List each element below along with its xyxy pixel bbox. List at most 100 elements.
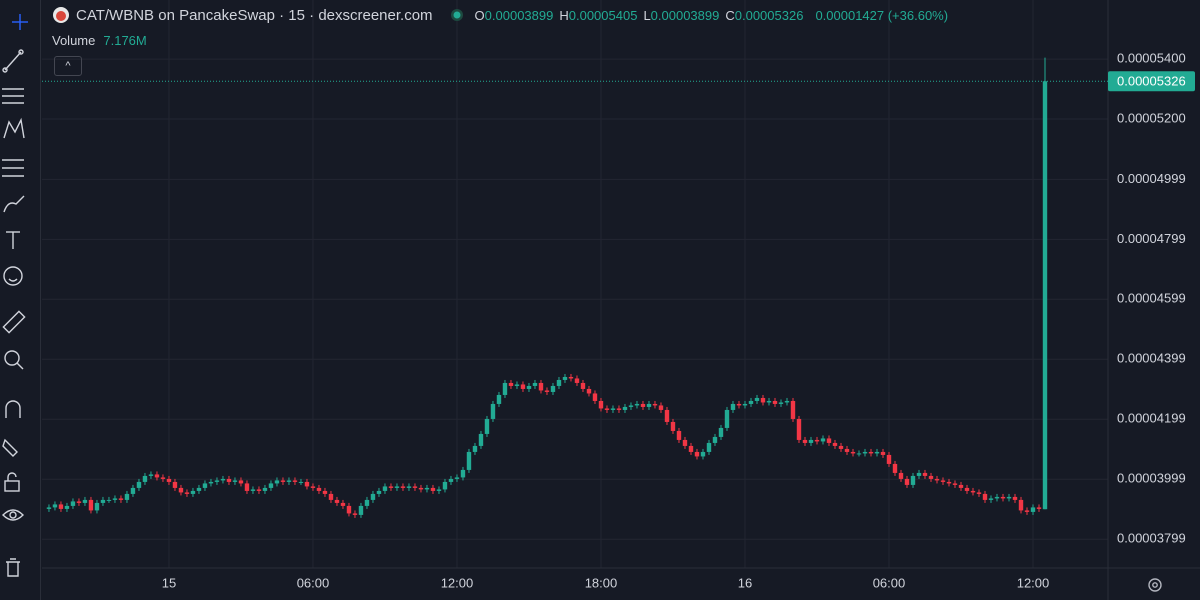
candle-body: [394, 486, 400, 488]
candle-body: [682, 439, 688, 446]
trend-line-tool[interactable]: [2, 49, 24, 73]
candle-body: [400, 486, 406, 488]
candle-body: [742, 403, 748, 406]
toolbar-icons: [2, 14, 28, 577]
candle-body: [136, 481, 142, 488]
y-tick-label: 0.00005200: [1117, 110, 1186, 125]
candle-body: [424, 487, 430, 490]
ohlc-value: 0.00003899: [650, 7, 720, 23]
emoji-tool[interactable]: [3, 266, 23, 286]
candle-body: [94, 502, 100, 511]
x-tick-label: 18:00: [585, 575, 618, 590]
drawing-toolbar: [0, 0, 41, 600]
candle-body: [190, 490, 196, 494]
volume-value: 7.176M: [103, 33, 147, 48]
zoom-tool[interactable]: [4, 350, 24, 370]
candle-body: [388, 486, 394, 488]
fib-tool[interactable]: [2, 88, 24, 104]
y-tick-label: 0.00004999: [1117, 171, 1186, 186]
candle-body: [1042, 81, 1048, 510]
candle-body: [526, 385, 532, 389]
candle-body: [664, 409, 670, 422]
candle-body: [508, 382, 514, 386]
candle-body: [718, 427, 724, 437]
visibility-tool[interactable]: [2, 509, 24, 521]
candle-body: [376, 490, 382, 494]
plot-background: [42, 0, 1108, 568]
gear-icon: [1152, 582, 1158, 588]
candle-body: [658, 405, 664, 410]
x-tick-label: 06:00: [873, 575, 906, 590]
candle-body: [286, 480, 292, 482]
candle-body: [382, 486, 388, 491]
candle-body: [454, 477, 460, 479]
candle-body: [832, 442, 838, 446]
brush-tool[interactable]: [3, 195, 25, 213]
candle-body: [130, 487, 136, 494]
y-tick-label: 0.00003799: [1117, 531, 1186, 546]
candle-body: [904, 478, 910, 485]
candle-body: [52, 504, 58, 508]
candle-body: [196, 487, 202, 491]
candle-body: [1000, 496, 1006, 499]
candle-body: [814, 439, 820, 442]
x-tick-label: 15: [162, 575, 176, 590]
candle-body: [544, 390, 550, 392]
candle-body: [844, 448, 850, 452]
collapse-legend-button[interactable]: ^: [54, 56, 82, 76]
axis-settings-button[interactable]: [1148, 578, 1162, 592]
candle-body: [694, 451, 700, 457]
candle-body: [790, 400, 796, 419]
pattern-tool[interactable]: [3, 117, 25, 139]
candle-body: [580, 382, 586, 389]
price-change: 0.00001427 (+36.60%): [815, 7, 949, 23]
candle-body: [670, 421, 676, 431]
candle-body: [238, 480, 244, 484]
candle-body: [880, 451, 886, 455]
projection-tool[interactable]: [2, 159, 24, 177]
measure-tool[interactable]: [2, 310, 26, 334]
candle-body: [646, 403, 652, 407]
candle-body: [148, 474, 154, 476]
candle-body: [280, 480, 286, 482]
symbol-header: CAT/WBNB on PancakeSwap · 15 · dexscreen…: [52, 6, 954, 24]
candle-body: [634, 403, 640, 406]
magnet-tool[interactable]: [5, 400, 21, 418]
text-tool[interactable]: [6, 231, 20, 249]
candle-body: [352, 513, 358, 515]
gear-icon: [1148, 578, 1162, 592]
candle-body: [676, 430, 682, 440]
candle-body: [58, 504, 64, 509]
candle-body: [478, 433, 484, 446]
candle-body: [592, 393, 598, 401]
lock-drawing-tool[interactable]: [2, 438, 18, 457]
delete-tool[interactable]: [6, 558, 20, 577]
candle-body: [406, 486, 412, 488]
y-tick-label: 0.00004599: [1117, 291, 1186, 306]
candle-body: [604, 408, 610, 410]
candle-body: [952, 483, 958, 485]
crosshair-tool[interactable]: [12, 14, 28, 30]
candle-body: [418, 487, 424, 490]
y-tick-label: 0.00004199: [1117, 411, 1186, 426]
symbol-title[interactable]: CAT/WBNB on PancakeSwap · 15 · dexscreen…: [76, 6, 433, 24]
candle-body: [712, 436, 718, 443]
candle-body: [802, 439, 808, 443]
candle-body: [736, 403, 742, 406]
y-tick-label: 0.00005400: [1117, 51, 1186, 66]
candle-body: [724, 409, 730, 428]
candle-body: [88, 499, 94, 511]
candle-body: [778, 402, 784, 404]
candle-body: [586, 388, 592, 394]
lock-tool[interactable]: [4, 472, 20, 492]
candle-body: [346, 505, 352, 514]
last-price-label: 0.00005326: [1117, 74, 1186, 89]
candle-body: [250, 489, 256, 491]
candle-body: [292, 480, 298, 482]
candle-body: [214, 480, 220, 482]
candle-body: [874, 451, 880, 454]
candle-body: [340, 502, 346, 506]
candle-body: [706, 442, 712, 452]
candle-body: [520, 384, 526, 389]
candle-body: [334, 499, 340, 503]
